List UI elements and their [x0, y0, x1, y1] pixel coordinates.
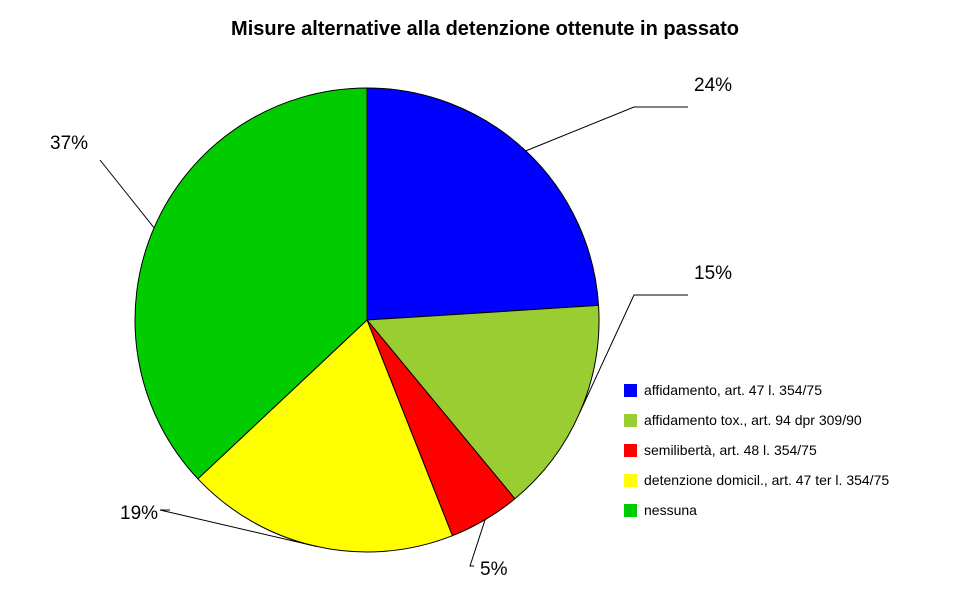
- legend-item: affidamento, art. 47 l. 354/75: [624, 378, 889, 402]
- legend: affidamento, art. 47 l. 354/75 affidament…: [624, 378, 889, 528]
- legend-label: affidamento tox., art. 94 dpr 309/90: [644, 412, 862, 428]
- legend-label: semilibertà, art. 48 l. 354/75: [644, 442, 817, 458]
- legend-swatch: [624, 504, 637, 517]
- leader-line: [526, 107, 688, 151]
- slice-label: 24%: [694, 75, 732, 97]
- legend-item: affidamento tox., art. 94 dpr 309/90: [624, 408, 889, 432]
- legend-item: detenzione domicil., art. 47 ter l. 354/…: [624, 468, 889, 492]
- legend-swatch: [624, 444, 637, 457]
- legend-label: detenzione domicil., art. 47 ter l. 354/…: [644, 472, 889, 488]
- legend-swatch: [624, 384, 637, 397]
- legend-swatch: [624, 474, 637, 487]
- legend-label: nessuna: [644, 502, 697, 518]
- pie-chart-container: Misure alternative alla detenzione otten…: [0, 0, 970, 604]
- legend-item: semilibertà, art. 48 l. 354/75: [624, 438, 889, 462]
- slice-label: 37%: [50, 133, 88, 155]
- slice-label: 5%: [480, 559, 507, 581]
- pie-slice: [367, 88, 599, 320]
- slice-label: 19%: [120, 503, 158, 525]
- slice-label: 15%: [694, 263, 732, 285]
- legend-swatch: [624, 414, 637, 427]
- legend-label: affidamento, art. 47 l. 354/75: [644, 382, 822, 398]
- legend-item: nessuna: [624, 498, 889, 522]
- leader-line: [100, 160, 154, 228]
